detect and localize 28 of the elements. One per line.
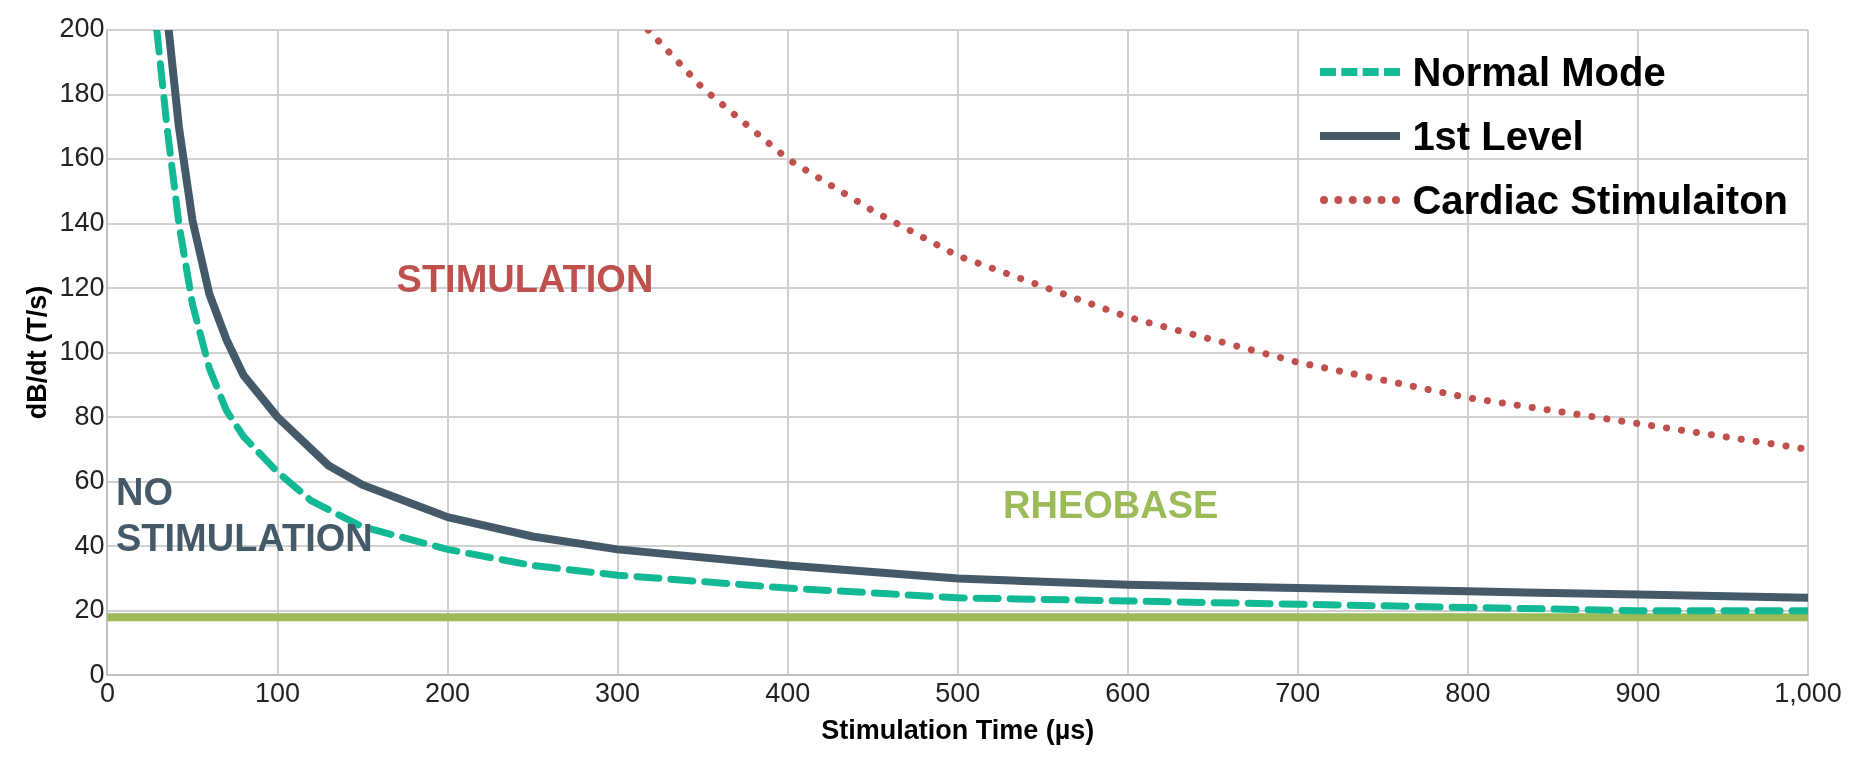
x-tick-label: 100 [254,677,301,708]
x-axis-title: Stimulation Time (µs) [821,715,1095,746]
legend-label: Cardiac Stimulaiton [1412,177,1788,223]
x-tick-label: 200 [425,677,471,708]
x-tick-label: 500 [935,677,981,708]
y-tick-label: 60 [74,465,105,496]
x-tick-label: 600 [1105,677,1151,708]
x-tick-label: 400 [765,677,811,708]
y-tick-label: 100 [59,336,105,367]
x-tick-label: 1,000 [1774,677,1842,708]
y-tick-label: 140 [59,207,105,238]
x-tick-label: 900 [1615,677,1661,708]
legend-label: 1st Level [1412,113,1584,159]
legend-label: Normal Mode [1412,49,1666,95]
x-tick-label: 700 [1275,677,1321,708]
x-tick-label: 800 [1445,677,1491,708]
y-tick-label: 20 [74,594,105,625]
annotation: STIMULATION [396,258,654,301]
y-axis-title: dB/dt (T/s) [21,285,52,420]
y-tick-label: 160 [59,142,105,173]
y-tick-label: 200 [59,13,105,44]
y-tick-label: 180 [59,77,105,108]
y-tick-label: 80 [74,400,105,431]
y-tick-label: 40 [74,529,105,560]
x-tick-label: 300 [595,677,641,708]
ref-line-label: RHEOBASE [1003,483,1219,526]
y-tick-label: 120 [59,271,105,302]
annotation: NO STIMULATION [115,471,373,560]
